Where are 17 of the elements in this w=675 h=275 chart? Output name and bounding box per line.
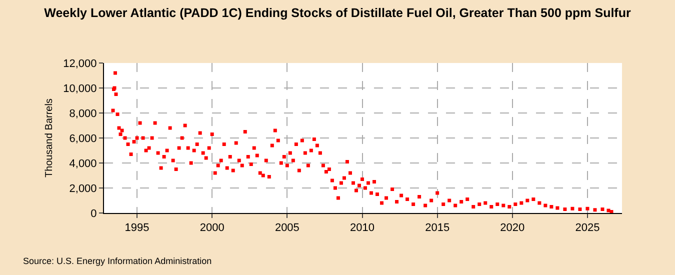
x-tick-label: 2020 [500,222,525,234]
x-tick-label: 2010 [350,222,374,234]
y-tick-label: 4,000 [69,158,97,170]
x-tick-label: 2015 [425,222,450,234]
y-tick-label: 2,000 [69,182,97,195]
y-axis-title: Thousand Barrels [44,98,56,178]
x-tick-label: 2000 [200,222,224,234]
x-tick-label: 1995 [124,222,150,234]
y-tick-label: 12,000 [63,58,97,70]
source-note: Source: U.S. Energy Information Administration [23,256,212,266]
y-tick-label: 10,000 [63,82,97,95]
y-tick-label: 6,000 [69,132,97,145]
y-tick-label: 0 [90,208,97,220]
x-tick-label: 2025 [575,222,600,234]
chart-title: Weekly Lower Atlantic (PADD 1C) Ending Stocks of Distillate Fuel Oil, Greater Than 500 ppm Sulfur [44,6,631,20]
x-tick-label: 2005 [274,222,300,234]
y-tick-label: 8,000 [69,108,97,120]
